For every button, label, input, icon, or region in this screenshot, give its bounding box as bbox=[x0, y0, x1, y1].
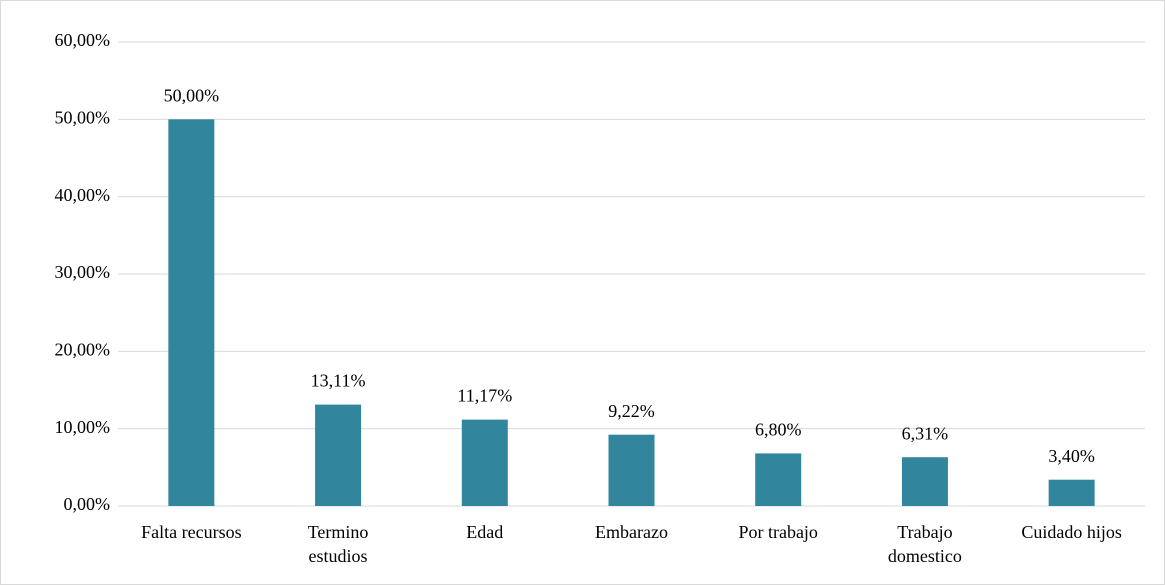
x-tick-label: Trabajo domestico bbox=[887, 522, 962, 566]
x-tick-label: Embarazo bbox=[595, 522, 668, 542]
y-tick-label: 20,00% bbox=[55, 339, 111, 359]
x-tick-label: Termino estudios bbox=[307, 522, 369, 566]
bar bbox=[168, 119, 215, 506]
y-tick-label: 30,00% bbox=[55, 262, 111, 282]
y-tick-label: 0,00% bbox=[64, 494, 111, 514]
data-label: 50,00% bbox=[164, 85, 220, 105]
bar bbox=[608, 434, 655, 506]
x-tick-label: Por trabajo bbox=[738, 522, 818, 542]
data-label: 11,17% bbox=[457, 386, 512, 406]
data-label: 6,80% bbox=[755, 420, 802, 440]
bar bbox=[461, 419, 508, 506]
bar bbox=[315, 404, 362, 506]
bar bbox=[901, 457, 948, 506]
y-tick-label: 10,00% bbox=[55, 417, 111, 437]
x-tick-label: Edad bbox=[466, 522, 504, 542]
data-label: 13,11% bbox=[311, 371, 366, 391]
data-label: 9,22% bbox=[608, 401, 655, 421]
y-tick-label: 50,00% bbox=[55, 107, 111, 127]
y-tick-label: 40,00% bbox=[55, 185, 111, 205]
x-tick-label: Cuidado hijos bbox=[1021, 522, 1122, 542]
x-tick-label: Falta recursos bbox=[141, 522, 242, 542]
bar bbox=[1048, 479, 1095, 506]
data-label: 3,40% bbox=[1048, 446, 1095, 466]
y-tick-label: 60,00% bbox=[55, 30, 111, 50]
data-label: 6,31% bbox=[902, 423, 949, 443]
bar bbox=[755, 453, 802, 506]
